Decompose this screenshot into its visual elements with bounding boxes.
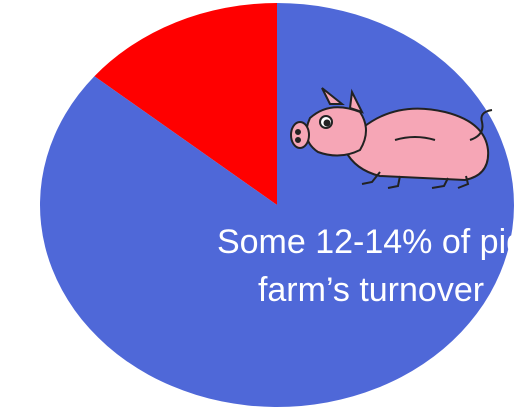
pie-slice <box>39 3 514 407</box>
pie-slice <box>94 3 277 205</box>
pig-illustration <box>290 87 493 189</box>
pie <box>39 3 514 407</box>
annotation: Some 12-14% of pig farm’s turnover <box>216 223 514 309</box>
